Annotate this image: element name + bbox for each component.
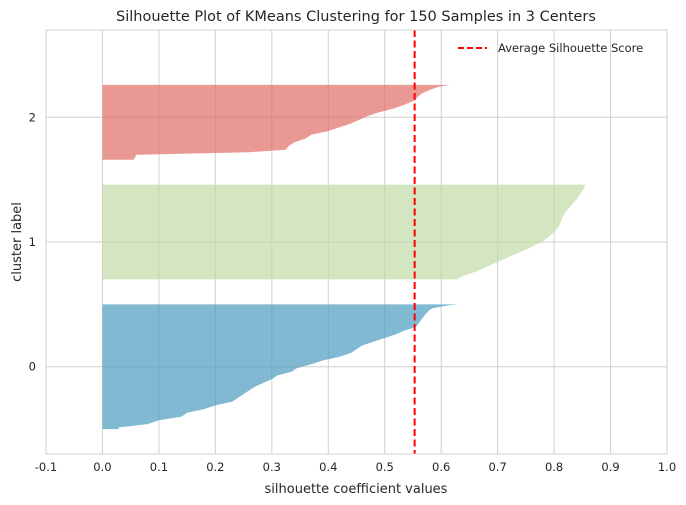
cluster-areas — [102, 84, 586, 430]
x-tick-label-5: 0.4 — [319, 460, 337, 474]
legend: Average Silhouette Score — [458, 41, 643, 55]
y-axis-label: cluster label — [10, 202, 25, 282]
x-tick-label-9: 0.8 — [545, 460, 563, 474]
plot-frame — [45, 29, 668, 455]
x-tick-label-7: 0.6 — [432, 460, 450, 474]
y-tick-label-1: 1 — [29, 235, 36, 249]
y-tick-label-0: 0 — [29, 360, 36, 374]
x-tick-label-2: 0.1 — [150, 460, 168, 474]
cluster-0-area — [102, 304, 459, 430]
x-tick-label-0: -0.1 — [35, 460, 57, 474]
cluster-2-area — [102, 84, 450, 160]
x-tick-label-3: 0.2 — [206, 460, 224, 474]
x-tick-label-6: 0.5 — [376, 460, 394, 474]
chart-title: Silhouette Plot of KMeans Clustering for… — [116, 9, 596, 25]
cluster-1-area — [102, 184, 586, 280]
x-tick-label-10: 0.9 — [601, 460, 619, 474]
x-tick-label-11: 1.0 — [658, 460, 676, 474]
y-tick-labels: 0 1 2 — [29, 110, 36, 373]
x-tick-label-8: 0.7 — [488, 460, 506, 474]
x-tick-label-1: 0.0 — [93, 460, 111, 474]
y-tick-label-2: 2 — [29, 110, 36, 124]
x-tick-labels: -0.1 0.0 0.1 0.2 0.3 0.4 0.5 0.6 0.7 0.8 0.9 1.0 — [35, 460, 676, 474]
x-tick-label-4: 0.3 — [263, 460, 281, 474]
x-axis-label: silhouette coefficient values — [265, 482, 448, 497]
legend-label: Average Silhouette Score — [498, 41, 643, 55]
